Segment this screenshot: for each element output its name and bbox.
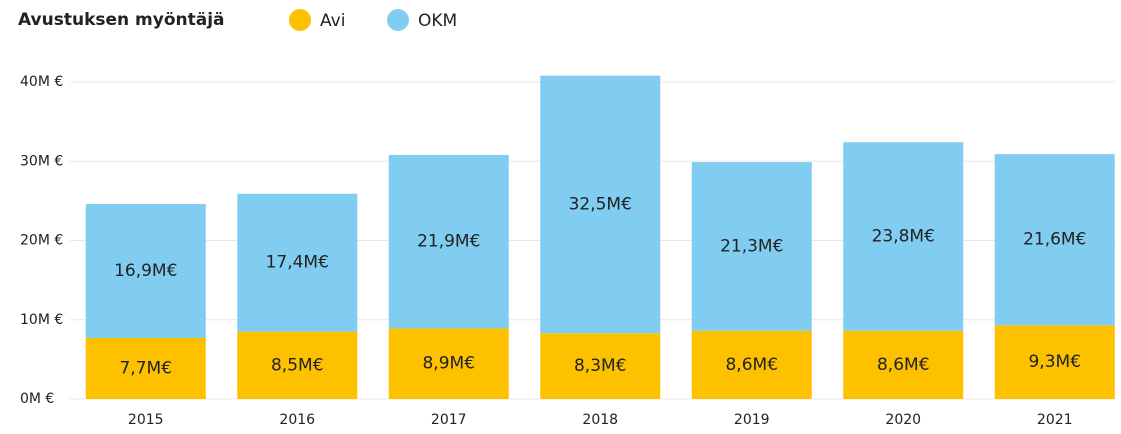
bar-segment — [540, 75, 661, 334]
data-label: 23,8M€ — [872, 227, 935, 247]
legend-swatch — [387, 9, 409, 31]
y-tick-label: 0M € — [20, 391, 54, 407]
x-tick-label: 2016 — [279, 412, 315, 428]
bar-segment — [691, 162, 812, 331]
x-tick-label: 2021 — [1037, 412, 1073, 428]
data-label: 21,6M€ — [1023, 230, 1086, 250]
bar-segment — [994, 154, 1115, 326]
bar-segment — [85, 204, 206, 338]
legend-label: OKM — [418, 11, 457, 31]
bar-segment — [237, 193, 358, 332]
bar-segment — [540, 333, 661, 399]
bar-segment — [843, 330, 964, 399]
bar-segment — [994, 325, 1115, 399]
x-tick-label: 2019 — [734, 412, 770, 428]
data-label: 8,3M€ — [574, 356, 627, 376]
bar-segment — [237, 331, 358, 399]
x-tick-label: 2018 — [582, 412, 618, 428]
bar-segment — [691, 330, 812, 399]
data-label: 21,3M€ — [720, 236, 783, 256]
bar-segment — [388, 328, 509, 399]
legend-title: Avustuksen myöntäjä — [18, 10, 225, 30]
data-label: 32,5M€ — [569, 194, 632, 214]
x-tick-label: 2015 — [128, 412, 164, 428]
data-label: 16,9M€ — [114, 261, 177, 281]
y-tick-label: 40M € — [20, 74, 63, 90]
data-label: 21,9M€ — [417, 232, 480, 252]
data-label: 8,9M€ — [422, 354, 475, 374]
bar-segment — [388, 154, 509, 329]
data-label: 17,4M€ — [266, 253, 329, 273]
bar-segment — [85, 337, 206, 399]
bar-segment — [843, 142, 964, 331]
legend-swatch — [289, 9, 311, 31]
y-tick-label: 10M € — [20, 312, 63, 328]
y-tick-label: 20M € — [20, 233, 63, 249]
data-label: 8,6M€ — [877, 355, 930, 375]
y-tick-label: 30M € — [20, 153, 63, 169]
data-label: 7,7M€ — [119, 358, 172, 378]
x-tick-label: 2017 — [431, 412, 467, 428]
x-tick-label: 2020 — [885, 412, 921, 428]
data-label: 8,6M€ — [725, 355, 778, 375]
data-label: 9,3M€ — [1028, 352, 1081, 372]
data-label: 8,5M€ — [271, 355, 324, 375]
legend-label: Avi — [320, 11, 345, 31]
